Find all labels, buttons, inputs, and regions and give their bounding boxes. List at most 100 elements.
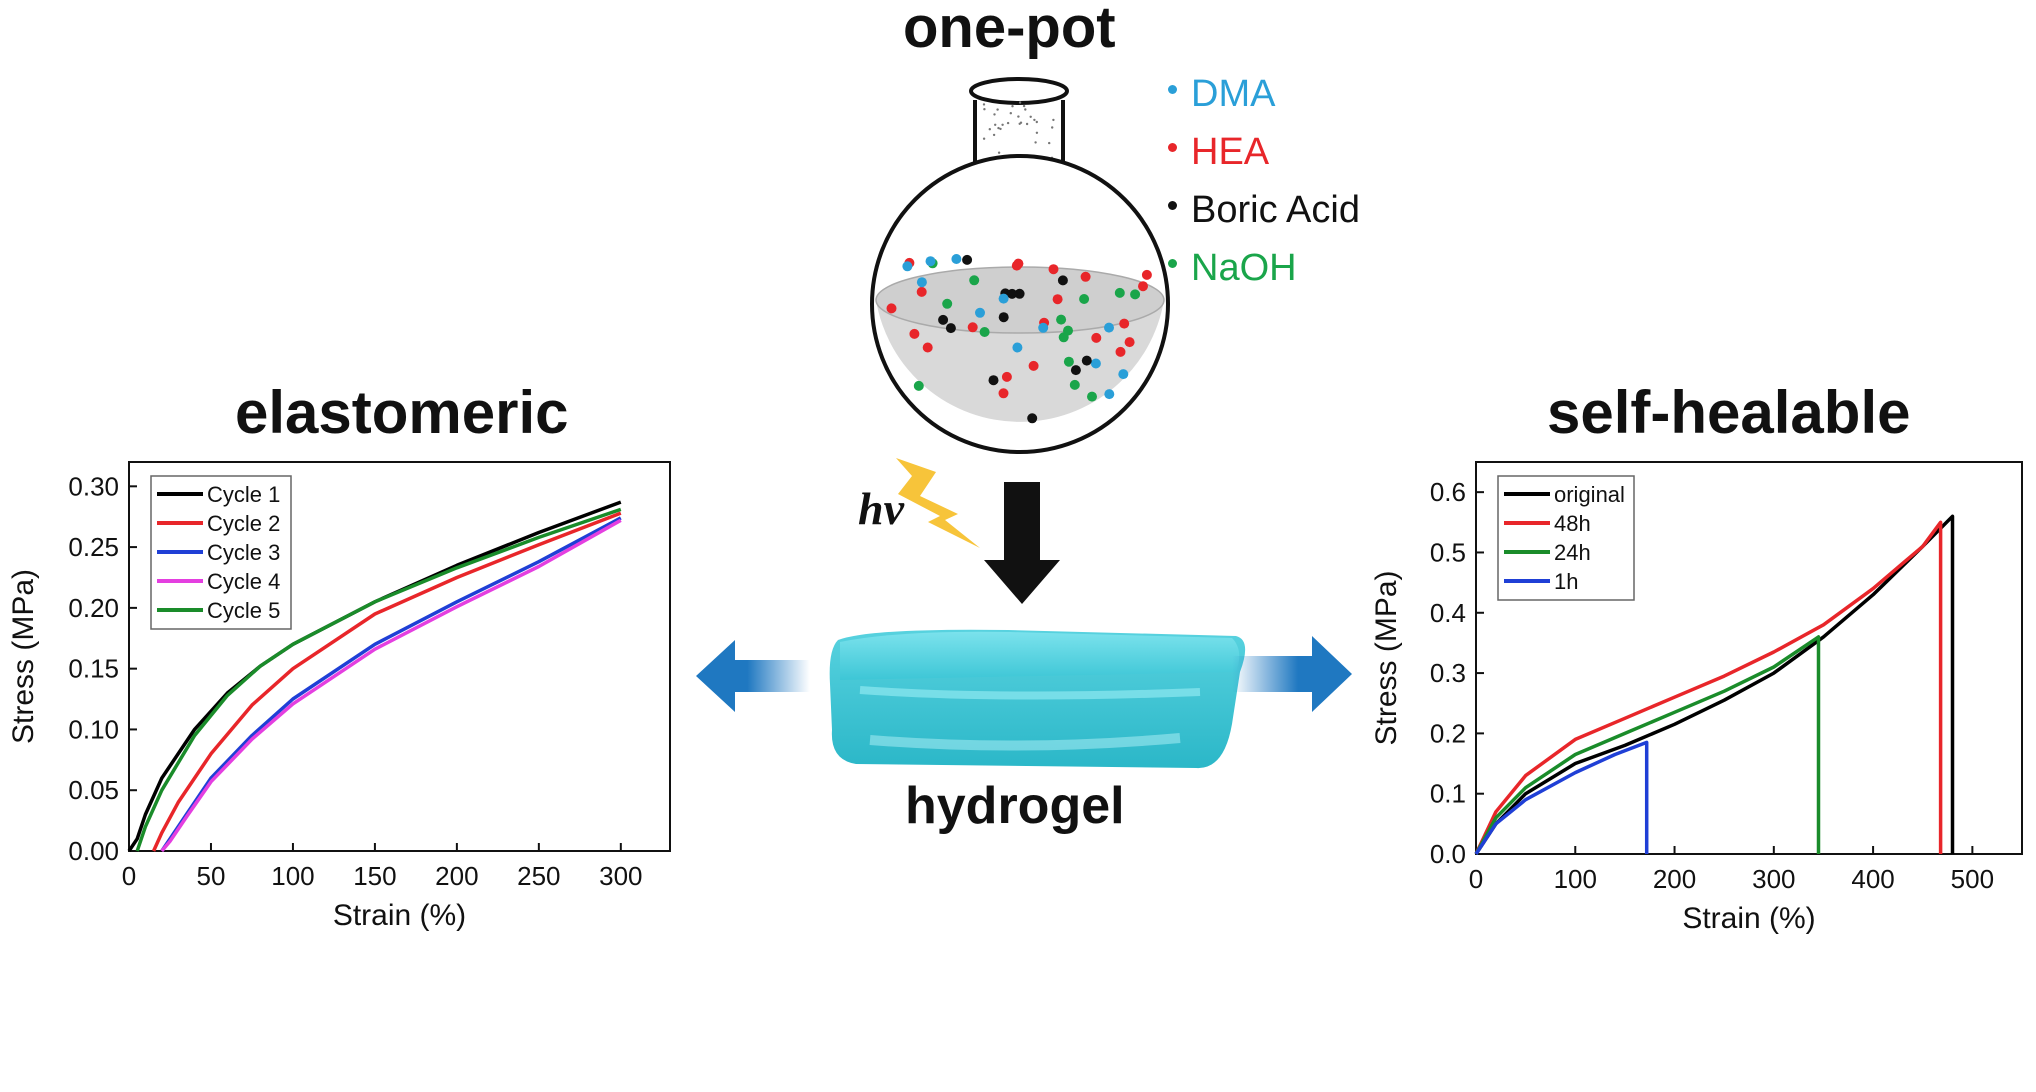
y-tick-label: 0.2 <box>1430 718 1466 748</box>
x-tick-label: 500 <box>1951 864 1994 894</box>
particle-dot <box>1052 294 1063 305</box>
particle-dot <box>1141 269 1152 280</box>
particle-dot <box>1057 275 1068 286</box>
reagent-dot-icon <box>1168 201 1177 211</box>
particle-dot <box>1028 360 1039 371</box>
particle-dot <box>1079 294 1090 304</box>
particle-dot <box>1011 260 1022 271</box>
particle-dot <box>922 342 933 353</box>
flask-icon <box>870 77 1170 454</box>
particle-dot <box>979 327 990 337</box>
particle-dot <box>1063 356 1074 367</box>
stopper-speck <box>1035 120 1039 124</box>
reagent-item: DMA <box>1168 72 1360 116</box>
series-line <box>135 507 622 852</box>
particle-dot <box>1081 355 1092 366</box>
stopper-speck <box>994 123 997 127</box>
stopper-speck <box>1052 118 1055 122</box>
stopper-speck <box>1001 123 1004 127</box>
label-hydrogel: hydrogel <box>905 777 1125 835</box>
plot-frame <box>128 461 671 852</box>
particle-dot <box>998 293 1009 304</box>
y-tick-label: 0.1 <box>1430 779 1466 809</box>
y-tick-label: 0.25 <box>68 532 119 562</box>
reagent-label: HEA <box>1191 131 1270 173</box>
particle-dot <box>1119 318 1130 329</box>
y-tick-label: 0.4 <box>1430 598 1466 628</box>
hydrogel-block-image <box>829 629 1246 769</box>
reagent-label: DMA <box>1191 73 1276 115</box>
particle-dot <box>916 277 927 288</box>
legend-label: original <box>1554 482 1625 507</box>
series-line <box>1474 520 1943 855</box>
y-tick-label: 0.30 <box>68 471 119 501</box>
particle-dot <box>951 254 962 264</box>
stopper-speck <box>1033 118 1036 122</box>
reagent-dot-icon <box>1168 259 1177 269</box>
particle-dot <box>1007 288 1018 299</box>
y-axis-label: Stress (MPa) <box>7 569 40 744</box>
particle-dot <box>942 298 953 309</box>
stopper-speck <box>1018 122 1021 126</box>
stopper-speck <box>1048 141 1051 145</box>
x-tick-label: 400 <box>1851 864 1894 894</box>
reagent-label: Boric Acid <box>1191 189 1360 231</box>
particle-dot <box>1114 287 1125 298</box>
legend-label: 24h <box>1554 540 1591 565</box>
stopper-speck <box>1024 108 1027 111</box>
series-line <box>160 518 622 853</box>
particle-dot <box>1115 346 1126 357</box>
stopper-speck <box>988 128 991 131</box>
x-tick-label: 0 <box>122 861 136 891</box>
stopper-speck <box>982 103 986 106</box>
stopper-speck <box>1018 101 1022 104</box>
stopper-speck <box>1009 112 1012 115</box>
reagent-list: DMA HEA Boric Acid NaOH <box>1168 72 1360 304</box>
particle-dot <box>1104 322 1114 333</box>
particle-dot <box>938 314 949 325</box>
reagent-dot-icon <box>1168 85 1177 95</box>
x-tick-label: 250 <box>517 861 560 891</box>
y-tick-label: 0.10 <box>68 714 119 744</box>
legend-label: Cycle 5 <box>207 598 280 623</box>
particle-dot <box>1087 391 1097 402</box>
particle-dot <box>1138 281 1148 292</box>
x-tick-label: 0 <box>1469 864 1483 894</box>
stopper-speck <box>992 133 996 137</box>
stopper-speck <box>1035 131 1039 134</box>
particle-dot <box>1027 413 1038 424</box>
particle-dot <box>1014 288 1025 299</box>
particle-dot <box>945 323 956 334</box>
x-axis-label: Strain (%) <box>333 899 466 932</box>
particle-dot <box>913 380 924 391</box>
series-line <box>152 511 622 852</box>
particle-dot <box>1063 325 1073 336</box>
x-tick-label: 150 <box>353 861 396 891</box>
particle-dot <box>916 286 927 297</box>
particle-dot <box>998 312 1009 323</box>
left-arrow-icon <box>696 640 810 712</box>
x-tick-label: 300 <box>599 861 642 891</box>
reagent-label: NaOH <box>1191 247 1297 289</box>
legend-label: 1h <box>1554 569 1578 594</box>
y-tick-label: 0.5 <box>1430 537 1466 567</box>
particle-dot <box>1118 369 1129 380</box>
stopper-speck <box>1034 141 1037 144</box>
x-tick-label: 100 <box>1554 864 1597 894</box>
particle-dot <box>909 328 920 339</box>
legend-label: 48h <box>1554 511 1591 536</box>
title-elastomeric: elastomeric <box>235 379 569 446</box>
particle-dot <box>962 254 973 265</box>
y-tick-label: 0.3 <box>1430 658 1466 688</box>
particle-dot <box>975 307 985 318</box>
particle-dot <box>1104 389 1115 400</box>
y-tick-label: 0.00 <box>68 836 119 866</box>
y-axis-label: Stress (MPa) <box>1370 570 1403 745</box>
y-tick-label: 0.05 <box>68 775 119 805</box>
stopper-speck <box>983 108 986 111</box>
x-axis-label: Strain (%) <box>1682 902 1815 935</box>
stopper-speck <box>1006 121 1010 125</box>
down-arrow-icon <box>984 482 1060 604</box>
